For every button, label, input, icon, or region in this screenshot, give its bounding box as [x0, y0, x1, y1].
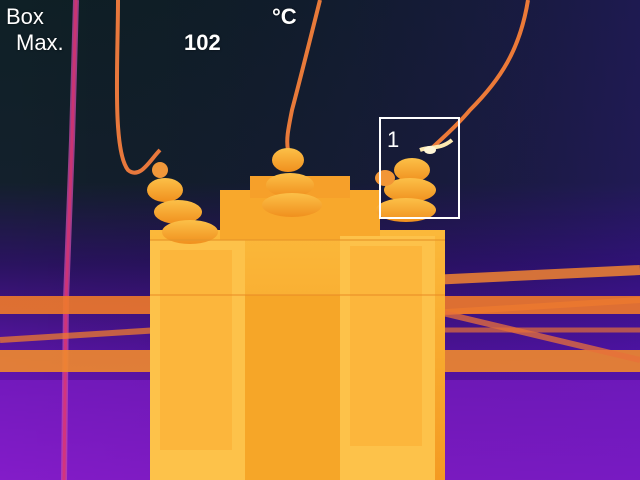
mode-label: Box	[6, 4, 44, 29]
unit-label: °C	[272, 4, 297, 29]
measurement-box-number: 1	[387, 127, 400, 152]
measurement-box[interactable]: 1	[379, 117, 460, 219]
max-temperature-value: 102	[184, 30, 221, 55]
max-label: Max.	[16, 30, 64, 55]
